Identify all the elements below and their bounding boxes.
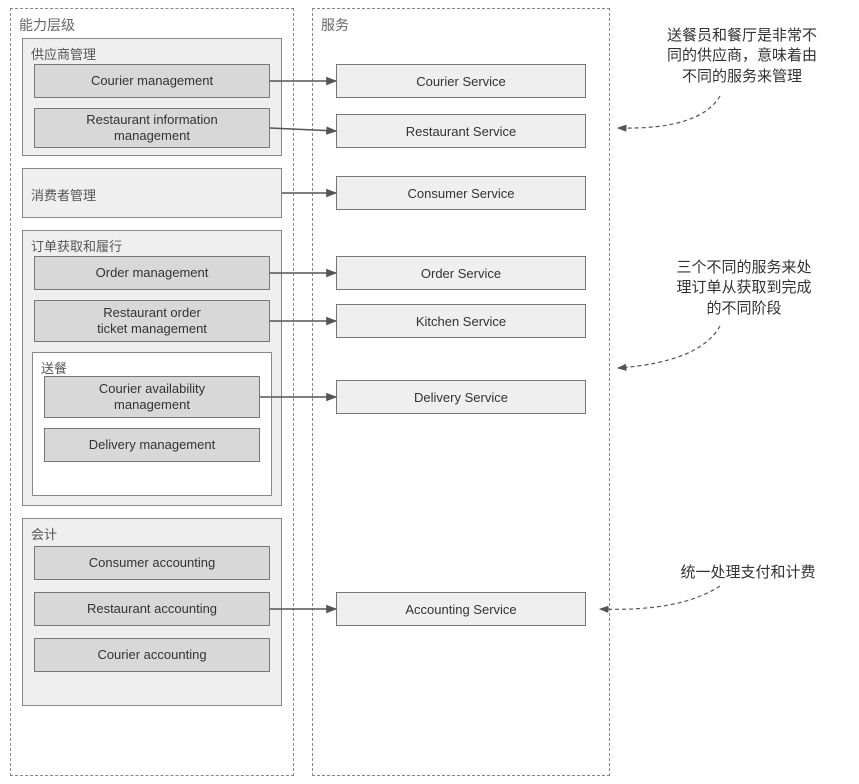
box-text: Consumer accounting: [89, 555, 215, 571]
svc-text: Courier Service: [416, 74, 506, 89]
box-order-mgmt: Order management: [34, 256, 270, 290]
box-kitchen-mgmt: Restaurant order ticket management: [34, 300, 270, 342]
group-delivery-label: 送餐: [41, 358, 67, 377]
box-delivery-mgmt: Delivery management: [44, 428, 260, 462]
svc-text: Order Service: [421, 266, 501, 281]
box-restaurant-info: Restaurant information management: [34, 108, 270, 148]
svc-text: Delivery Service: [414, 390, 508, 405]
box-text: Courier accounting: [97, 647, 206, 663]
box-courier-avail: Courier availability management: [44, 376, 260, 418]
services-label: 服务: [321, 15, 349, 35]
svc-restaurant: Restaurant Service: [336, 114, 586, 148]
svc-delivery: Delivery Service: [336, 380, 586, 414]
svc-text: Restaurant Service: [406, 124, 517, 139]
group-delivery: 送餐: [32, 352, 272, 496]
box-courier-mgmt: Courier management: [34, 64, 270, 98]
box-text: Order management: [96, 265, 209, 281]
box-text: Restaurant information management: [86, 112, 218, 143]
box-courier-acct: Courier accounting: [34, 638, 270, 672]
svc-text: Accounting Service: [405, 602, 516, 617]
svc-kitchen: Kitchen Service: [336, 304, 586, 338]
group-accounting-label: 会计: [31, 524, 57, 543]
box-text: Courier management: [91, 73, 213, 89]
group-order-label: 订单获取和履行: [31, 236, 122, 255]
annotation-3: 统一处理支付和计费: [658, 563, 838, 583]
box-text: Delivery management: [89, 437, 215, 453]
group-supplier-label: 供应商管理: [31, 44, 96, 63]
svc-text: Kitchen Service: [416, 314, 506, 329]
box-text: Restaurant order ticket management: [97, 305, 207, 336]
box-restaurant-acct: Restaurant accounting: [34, 592, 270, 626]
annotation-1: 送餐员和餐厅是非常不 同的供应商，意味着由 不同的服务来管理: [636, 26, 848, 87]
svc-courier: Courier Service: [336, 64, 586, 98]
annotation-2: 三个不同的服务来处 理订单从获取到完成 的不同阶段: [640, 258, 848, 319]
box-text: Restaurant accounting: [87, 601, 217, 617]
capabilities-label: 能力层级: [19, 15, 75, 35]
svc-consumer: Consumer Service: [336, 176, 586, 210]
box-consumer-acct: Consumer accounting: [34, 546, 270, 580]
box-text: Courier availability management: [99, 381, 205, 412]
svc-text: Consumer Service: [408, 186, 515, 201]
group-consumer: 消费者管理: [22, 168, 282, 218]
svc-order: Order Service: [336, 256, 586, 290]
group-consumer-label: 消费者管理: [31, 185, 96, 204]
svc-accounting: Accounting Service: [336, 592, 586, 626]
